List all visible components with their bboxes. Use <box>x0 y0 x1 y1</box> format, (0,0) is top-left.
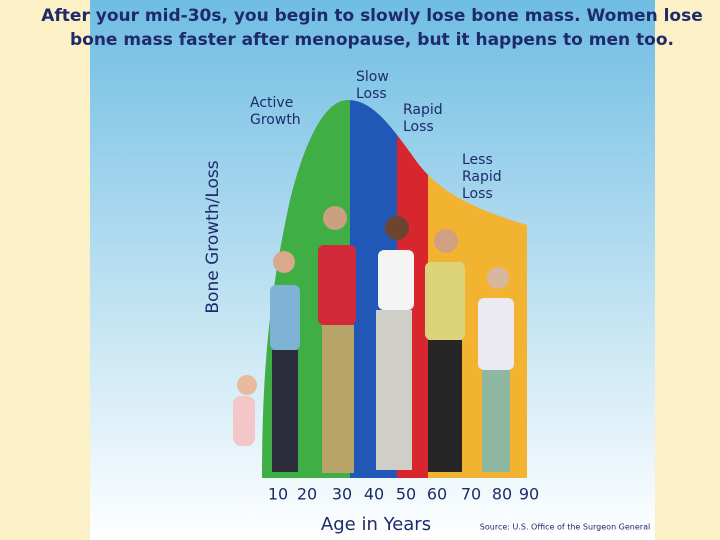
phase-label: Active <box>250 95 293 111</box>
x-tick-label: 90 <box>519 485 539 504</box>
title-line: After your mid-30s, you begin to slowly … <box>41 6 703 26</box>
x-tick-label: 40 <box>364 485 384 504</box>
phase-label: Rapid <box>462 169 502 185</box>
x-tick-label: 70 <box>461 485 481 504</box>
phase-label: Growth <box>250 112 301 128</box>
x-tick-label: 10 <box>268 485 288 504</box>
x-tick-label: 20 <box>297 485 317 504</box>
phase-label: Slow <box>356 69 389 85</box>
y-axis-label: Bone Growth/Loss <box>203 160 223 313</box>
phase-label: Less <box>462 152 493 168</box>
x-tick-label: 60 <box>427 485 447 504</box>
title-line: bone mass faster after menopause, but it… <box>70 30 674 50</box>
figures <box>233 206 514 473</box>
phase-label: Loss <box>356 86 387 102</box>
source: Source: U.S. Office of the Surgeon Gener… <box>480 523 650 532</box>
phase-label: Loss <box>462 186 493 202</box>
phase-label: Loss <box>403 119 434 135</box>
x-axis-label: Age in Years <box>321 514 431 535</box>
x-tick-label: 30 <box>332 485 352 504</box>
phase-label: Rapid <box>403 102 443 118</box>
x-tick-label: 50 <box>396 485 416 504</box>
x-tick-label: 80 <box>492 485 512 504</box>
